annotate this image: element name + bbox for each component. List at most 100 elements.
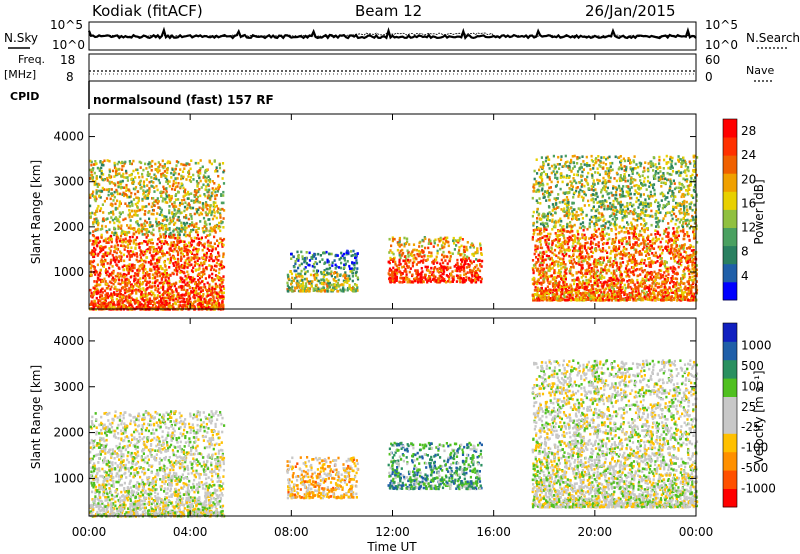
heatmap-cell [127,246,130,249]
heatmap-cell [190,269,194,272]
heatmap-cell [213,264,217,268]
heatmap-cell [552,170,555,173]
heatmap-cell [161,240,164,243]
heatmap-cell [627,252,630,255]
heatmap-cell [468,265,471,269]
heatmap-cell [131,215,134,218]
heatmap-cell [206,212,209,216]
heatmap-cell [212,295,215,298]
heatmap-cell [536,201,539,204]
heatmap-cell [185,162,188,165]
heatmap-cell [93,195,96,198]
heatmap-cell [470,261,473,265]
heatmap-cell [334,276,337,279]
heatmap-cell [157,301,160,305]
heatmap-cell [286,281,289,285]
heatmap-cell [120,175,123,178]
heatmap-cell [199,286,202,290]
heatmap-cell [311,280,314,283]
heatmap-cell [655,272,658,276]
heatmap-cell [150,238,154,242]
heatmap-cell [552,285,555,288]
heatmap-cell [433,275,436,278]
heatmap-cell [118,204,121,208]
heatmap-cell [297,284,300,287]
heatmap-cell [300,269,303,273]
heatmap-cell [135,284,138,288]
heatmap-cell [114,278,118,282]
heatmap-cell [94,273,97,276]
heatmap-cell [155,222,159,226]
heatmap-cell [134,186,138,189]
heatmap-cell [180,202,184,205]
heatmap-cell [156,202,159,205]
heatmap-cell [109,249,112,253]
heatmap-cell [201,165,204,169]
heatmap-cell [99,293,102,297]
heatmap-cell [201,294,204,298]
heatmap-cell [453,248,456,251]
heatmap-cell [152,246,155,249]
heatmap-cell [112,272,115,275]
heatmap-cell [170,283,173,286]
heatmap-cell [130,291,134,295]
heatmap-cell [173,204,176,207]
heatmap-cell [135,242,138,246]
heatmap-cell [221,245,224,248]
heatmap-cell [694,211,697,214]
heatmap-cell [620,230,623,233]
heatmap-cell [458,239,461,242]
heatmap-cell [335,286,338,290]
heatmap-cell [134,282,137,286]
heatmap-cell [96,166,99,170]
heatmap-cell [179,168,182,171]
heatmap-cell [150,245,153,249]
heatmap-cell [656,286,659,289]
heatmap-cell [673,283,676,287]
heatmap-cell [120,258,123,261]
heatmap-cell [96,185,99,188]
heatmap-cell [409,252,413,256]
heatmap-cell [634,290,637,293]
heatmap-cell [153,254,156,258]
heatmap-cell [463,260,466,263]
heatmap-cell [89,204,92,208]
heatmap-cell [196,259,199,262]
heatmap-cell [185,163,188,167]
heatmap-cell [144,298,148,302]
heatmap-cell [96,244,99,248]
heatmap-cell [220,303,223,307]
heatmap-cell [432,262,435,265]
heatmap-cell [464,272,467,276]
heatmap-cell [322,271,325,274]
heatmap-cell [479,244,482,247]
heatmap-cell [113,175,116,178]
heatmap-cell [583,233,586,237]
heatmap-cell [551,266,554,270]
heatmap-cell [474,265,477,269]
heatmap-cell [179,211,182,215]
heatmap-cell [596,262,599,265]
heatmap-cell [183,255,186,258]
heatmap-cell [123,259,126,263]
heatmap-cell [183,297,186,301]
heatmap-cell [570,227,573,231]
heatmap-cell [303,267,306,271]
heatmap-cell [180,249,183,253]
heatmap-cell [138,269,141,272]
heatmap-cell [170,176,173,179]
heatmap-cell [93,217,96,221]
heatmap-cell [297,259,300,262]
heatmap-cell [174,198,178,201]
heatmap-cell [536,245,539,248]
heatmap-cell [204,298,207,302]
heatmap-cell [442,261,445,265]
heatmap-cell [100,304,103,308]
heatmap-cell [113,258,116,262]
heatmap-cell [478,269,482,273]
heatmap-cell [463,245,466,249]
heatmap-cell [446,236,449,240]
heatmap-cell [172,264,175,267]
heatmap-cell [161,219,164,222]
heatmap-cell [162,225,165,228]
